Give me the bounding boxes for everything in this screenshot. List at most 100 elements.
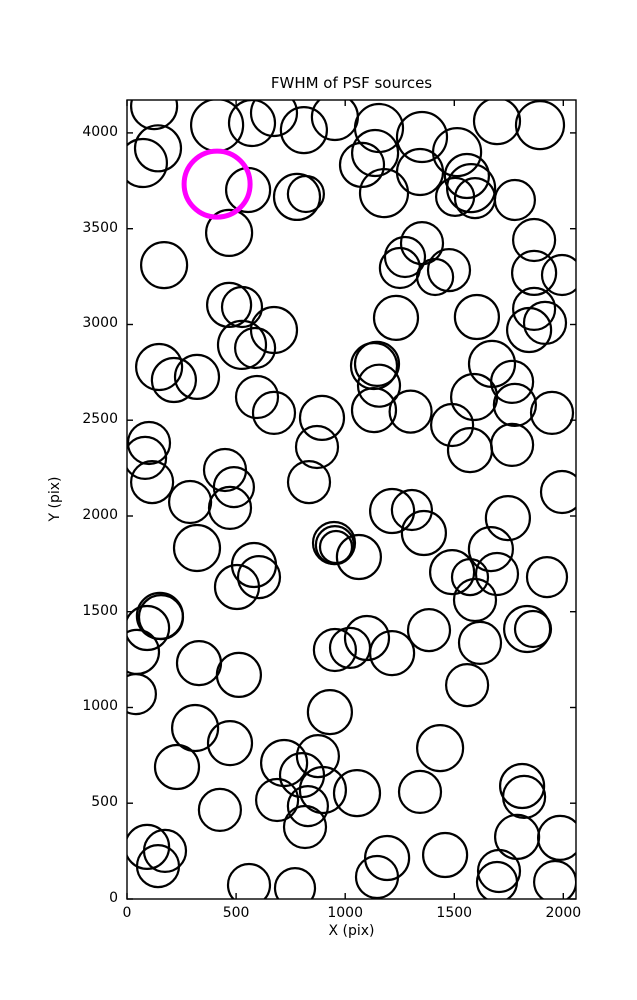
psf-sources-layer [127,100,576,899]
psf-source-circle [197,787,242,833]
y-tick-label: 1500 [82,602,118,619]
psf-source-circle [388,389,433,434]
psf-source-circle [215,651,262,699]
psf-source-circle [343,614,391,662]
y-tick-label: 2000 [82,506,118,523]
psf-source-circle [540,253,576,297]
psf-source-circle [383,235,427,279]
psf-source-circle [335,533,382,581]
psf-source-circle [472,100,522,146]
psf-source-circle [175,639,223,687]
psf-source-circle [135,843,181,889]
psf-source-circle [445,662,490,708]
psf-source-circle [227,100,277,148]
psf-source-circle [399,221,445,266]
psf-source-circle [416,723,465,773]
y-tick-label: 3000 [82,315,118,332]
psf-source-circle [306,688,353,736]
psf-source-circle [397,769,443,815]
x-tick-label: 500 [222,905,250,921]
psf-source-circle [234,326,277,370]
psf-source-circle [511,286,557,331]
psf-source-circle [273,867,317,899]
psf-source-circle [429,548,476,596]
psf-source-circle [130,100,179,131]
psf-source-circle [364,834,411,882]
x-tick-label: 2000 [545,905,582,921]
psf-source-circle [282,804,328,850]
psf-source-circle [484,494,531,542]
psf-source-circle [220,285,264,329]
psf-source-circle [510,249,558,296]
psf-source-circle [127,435,168,480]
psf-source-circle [127,137,168,189]
psf-source-circle [475,860,519,899]
psf-source-circle [446,427,494,474]
psf-source-circle [168,479,213,525]
y-tick-label: 2500 [82,411,118,428]
psf-source-circle [127,604,171,652]
psf-source-circle [234,374,280,420]
y-tick-label: 500 [91,794,118,811]
psf-source-circle [514,100,566,151]
psf-source-circle [312,627,357,673]
psf-source-circle [251,390,297,435]
psf-source-circle [525,555,569,599]
psf-source-circle [127,628,161,675]
psf-source-circle [150,356,197,404]
psf-source-circle [207,485,253,530]
psf-source-circle [489,422,535,467]
psf-source-circle [226,862,272,899]
psf-source-circle [493,178,537,222]
psf-source-circle [127,823,171,870]
psf-source-circle [356,363,402,408]
psf-source-circle [127,420,172,466]
psf-source-circle [457,620,503,666]
psf-source-circle [172,523,222,573]
psf-source-circle [446,163,497,214]
psf-source-circle [435,176,476,217]
psf-source-circle [430,402,475,448]
psf-source-circle [452,577,498,623]
psf-source-circle [286,460,332,505]
psf-source-circle [354,854,400,899]
y-tick-label: 4000 [82,123,118,140]
x-tick-label: 0 [122,905,132,921]
psf-source-circle [140,241,189,290]
psf-source-circle [390,488,433,532]
psf-source-circle [350,387,398,434]
psf-source-circle [135,342,184,392]
psf-source-circle [453,293,500,341]
psf-source-circle [205,208,254,257]
psf-source-circle [498,762,546,810]
psf-source-circle [127,673,157,716]
psf-source-circle [416,257,455,297]
psf-source-circle [493,813,541,861]
psf-source-circle [249,100,299,138]
psf-source-circle [351,128,400,178]
psf-source-circle [332,768,382,818]
psf-source-circle [395,110,449,164]
psf-source-circle [522,300,568,345]
psf-source-circle [426,248,472,293]
y-tick-label: 3500 [82,219,118,236]
x-axis-label: X (pix) [328,923,375,939]
psf-source-circle [474,551,520,597]
psf-source-circle [372,294,420,341]
psf-source-circle [353,340,401,387]
psf-source-circle [378,246,421,290]
psf-source-circle [395,147,445,197]
psf-source-circle [422,831,469,879]
psf-source-circle [153,743,201,791]
psf-source-circle [206,281,253,328]
highlighted-psf-source-circle [181,148,253,220]
psf-source-circle [216,319,268,370]
y-tick-label: 1000 [82,698,118,715]
psf-source-circle [450,372,499,422]
psf-source-circle [432,127,483,178]
psf-source-circle [369,487,416,535]
psf-source-circle [338,141,386,188]
x-tick-label: 1500 [436,905,473,921]
